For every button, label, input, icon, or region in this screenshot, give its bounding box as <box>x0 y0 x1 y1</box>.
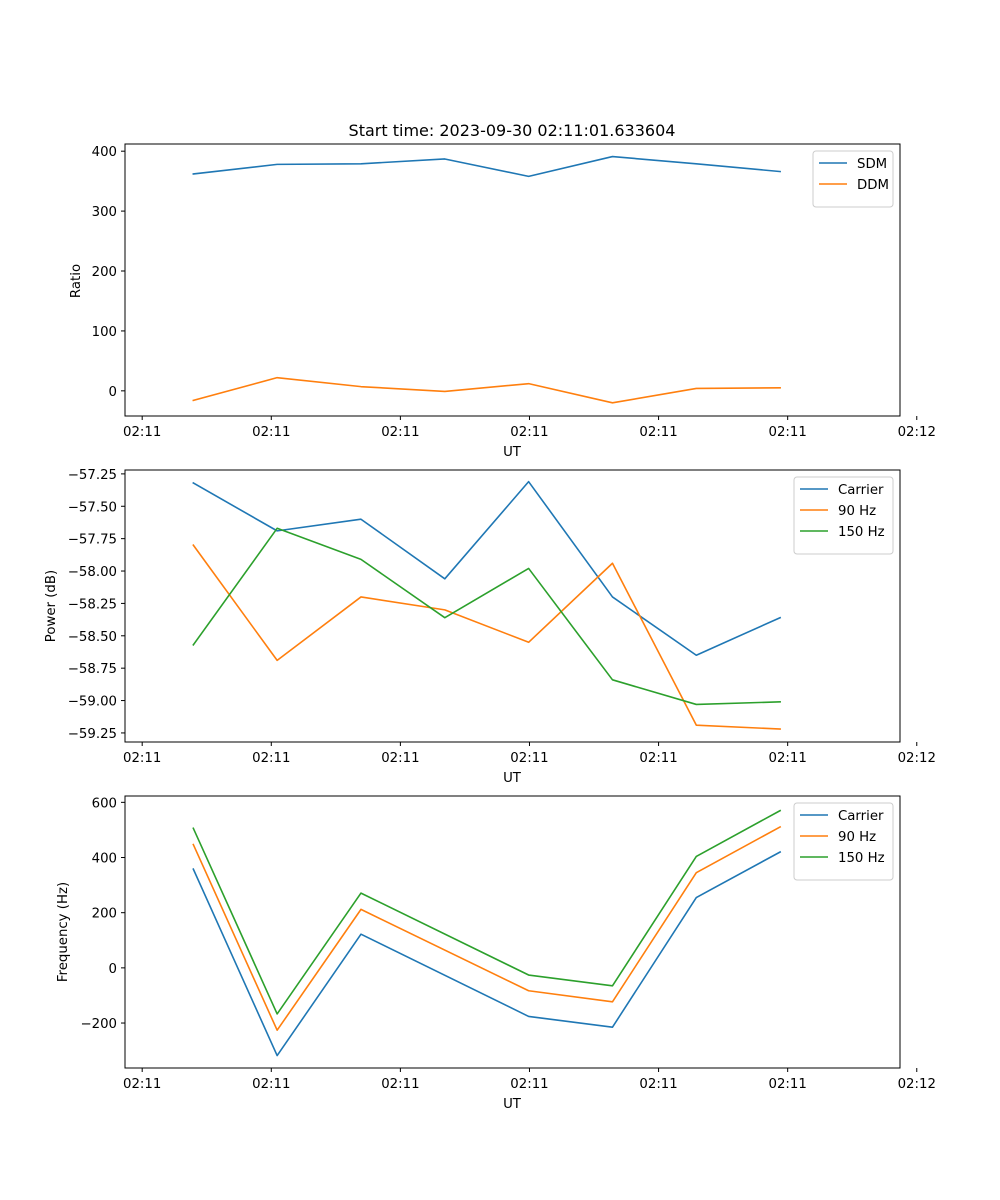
ratio-y-tick-label: 0 <box>109 385 117 400</box>
power-legend-label-90-hz: 90 Hz <box>838 504 876 519</box>
power-series-90-hz-line <box>192 544 781 730</box>
frequency-axes-frame <box>124 795 901 1069</box>
power-y-tick-label: −58.25 <box>68 597 117 612</box>
frequency-series-carrier-line <box>192 850 782 1057</box>
frequency-x-tick-label: 02:11 <box>639 1077 677 1092</box>
frequency-series-90-hz-line <box>192 825 782 1032</box>
frequency-y-tick-label: 600 <box>92 796 117 811</box>
ratio-x-tick-label: 02:11 <box>123 425 161 440</box>
power-axes-frame <box>124 469 901 743</box>
frequency-x-tick-label: 02:12 <box>898 1077 936 1092</box>
power-y-tick-label: −57.75 <box>68 533 117 548</box>
power-x-tick-label: 02:11 <box>123 751 161 766</box>
ratio-legend-label-sdm: SDM <box>857 157 887 172</box>
power-panel: Power (dB) UT 02:11 02:11 02:11 02:11 02:11 0… <box>44 468 936 786</box>
power-y-tick-label: −57.50 <box>68 500 117 515</box>
ratio-x-tick-label: 02:11 <box>769 425 807 440</box>
ratio-x-tick-label: 02:12 <box>898 425 936 440</box>
power-x-tick-label: 02:11 <box>510 751 548 766</box>
frequency-legend-label-90-hz: 90 Hz <box>838 830 876 845</box>
power-y-tick-label: −58.50 <box>68 630 117 645</box>
ratio-y-tick-label: 400 <box>92 145 117 160</box>
power-legend-label-150-hz: 150 Hz <box>838 525 885 540</box>
power-legend-box <box>793 476 894 555</box>
power-y-tick-label: −58.75 <box>68 662 117 677</box>
power-y-tick-label: −58.00 <box>68 565 117 580</box>
ratio-x-tick-label: 02:11 <box>510 425 548 440</box>
ratio-y-tick-label: 200 <box>92 265 117 280</box>
power-x-tick-label: 02:11 <box>639 751 677 766</box>
power-x-tick-label: 02:12 <box>898 751 936 766</box>
ratio-legend-box <box>812 150 894 208</box>
frequency-x-tick-label: 02:11 <box>381 1077 419 1092</box>
frequency-legend-label-carrier: Carrier <box>838 809 884 824</box>
ratio-axes-frame <box>124 143 901 417</box>
frequency-panel: Frequency (Hz) UT 02:11 02:11 02:11 02:11 02… <box>56 795 936 1112</box>
frequency-y-tick-label: 200 <box>92 907 117 922</box>
power-series-carrier-line <box>192 480 782 657</box>
ratio-legend-label-ddm: DDM <box>857 178 889 193</box>
frequency-x-tick-label: 02:11 <box>769 1077 807 1092</box>
frequency-legend: Carrier 90 Hz 150 Hz <box>793 802 894 881</box>
frequency-y-tick-label: 400 <box>92 852 117 867</box>
ratio-legend: SDM DDM <box>812 150 894 208</box>
power-x-tick-label: 02:11 <box>381 751 419 766</box>
frequency-x-tick-label: 02:11 <box>123 1077 161 1092</box>
frequency-y-tick-label: −200 <box>80 1017 117 1032</box>
power-y-tick-label: −57.25 <box>68 468 117 483</box>
frequency-series-150-hz-line <box>192 809 782 1015</box>
ratio-y-label: Ratio <box>69 264 84 298</box>
power-legend-label-carrier: Carrier <box>838 483 884 498</box>
ratio-y-tick-label: 300 <box>92 205 117 220</box>
frequency-x-tick-label: 02:11 <box>510 1077 548 1092</box>
ratio-x-label: UT <box>503 445 522 460</box>
ratio-series-sdm-line <box>192 155 781 178</box>
frequency-legend-box <box>793 802 894 881</box>
frequency-y-tick-label: 0 <box>109 962 117 977</box>
ratio-panel: Ratio UT 02:11 02:11 02:11 02:11 02:11 02:11 0… <box>69 143 936 460</box>
power-y-tick-label: −59.25 <box>68 727 117 742</box>
power-y-tick-label: −59.00 <box>68 695 117 710</box>
chart-title: Start time: 2023-09-30 02:11:01.633604 <box>349 121 676 140</box>
frequency-legend-label-150-hz: 150 Hz <box>838 851 885 866</box>
power-legend: Carrier 90 Hz 150 Hz <box>793 476 894 555</box>
frequency-y-label: Frequency (Hz) <box>56 882 71 982</box>
frequency-x-tick-label: 02:11 <box>252 1077 290 1092</box>
power-series-150-hz-line <box>192 527 781 706</box>
ratio-x-tick-label: 02:11 <box>381 425 419 440</box>
ratio-x-tick-label: 02:11 <box>252 425 290 440</box>
power-x-tick-label: 02:11 <box>252 751 290 766</box>
ratio-y-tick-label: 100 <box>92 325 117 340</box>
power-y-label: Power (dB) <box>44 570 59 642</box>
ratio-x-tick-label: 02:11 <box>639 425 677 440</box>
ratio-series-ddm-line <box>192 376 781 404</box>
power-x-tick-label: 02:11 <box>769 751 807 766</box>
power-x-label: UT <box>503 771 522 786</box>
frequency-x-label: UT <box>503 1097 522 1112</box>
